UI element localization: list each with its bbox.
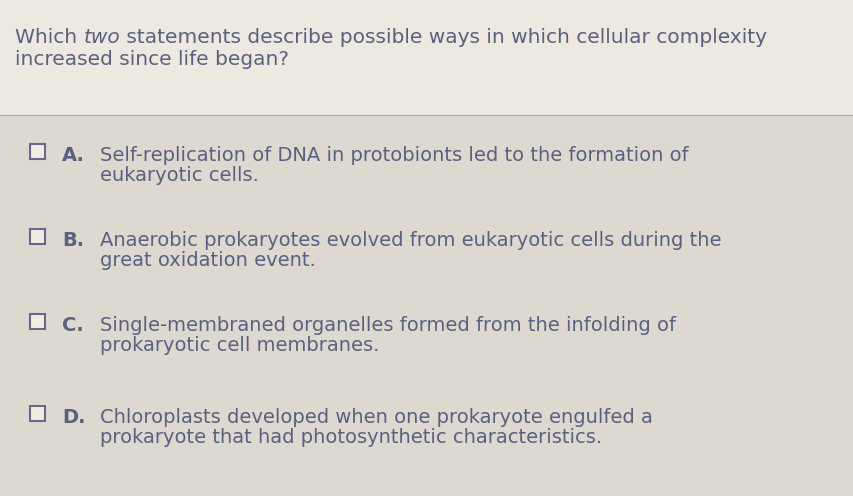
- Text: statements describe possible ways in which cellular complexity: statements describe possible ways in whi…: [120, 28, 766, 47]
- Text: increased since life began?: increased since life began?: [15, 50, 288, 69]
- Text: prokaryote that had photosynthetic characteristics.: prokaryote that had photosynthetic chara…: [100, 428, 601, 447]
- Text: Anaerobic prokaryotes evolved from eukaryotic cells during the: Anaerobic prokaryotes evolved from eukar…: [100, 231, 721, 250]
- Bar: [0, 0, 853, 115]
- Text: Which: Which: [15, 28, 84, 47]
- Bar: [30, 144, 45, 159]
- Text: Self-replication of DNA in protobionts led to the formation of: Self-replication of DNA in protobionts l…: [100, 146, 688, 165]
- Bar: [30, 314, 45, 329]
- Text: two: two: [84, 28, 120, 47]
- Bar: [30, 229, 45, 244]
- Text: C.: C.: [62, 316, 84, 335]
- Text: prokaryotic cell membranes.: prokaryotic cell membranes.: [100, 336, 379, 355]
- Text: A.: A.: [62, 146, 84, 165]
- Text: Single-membraned organelles formed from the infolding of: Single-membraned organelles formed from …: [100, 316, 676, 335]
- Text: D.: D.: [62, 408, 85, 427]
- Text: great oxidation event.: great oxidation event.: [100, 251, 316, 270]
- Text: Chloroplasts developed when one prokaryote engulfed a: Chloroplasts developed when one prokaryo…: [100, 408, 652, 427]
- Text: eukaryotic cells.: eukaryotic cells.: [100, 166, 258, 185]
- Text: B.: B.: [62, 231, 84, 250]
- Bar: [0, 115, 853, 496]
- Bar: [30, 406, 45, 421]
